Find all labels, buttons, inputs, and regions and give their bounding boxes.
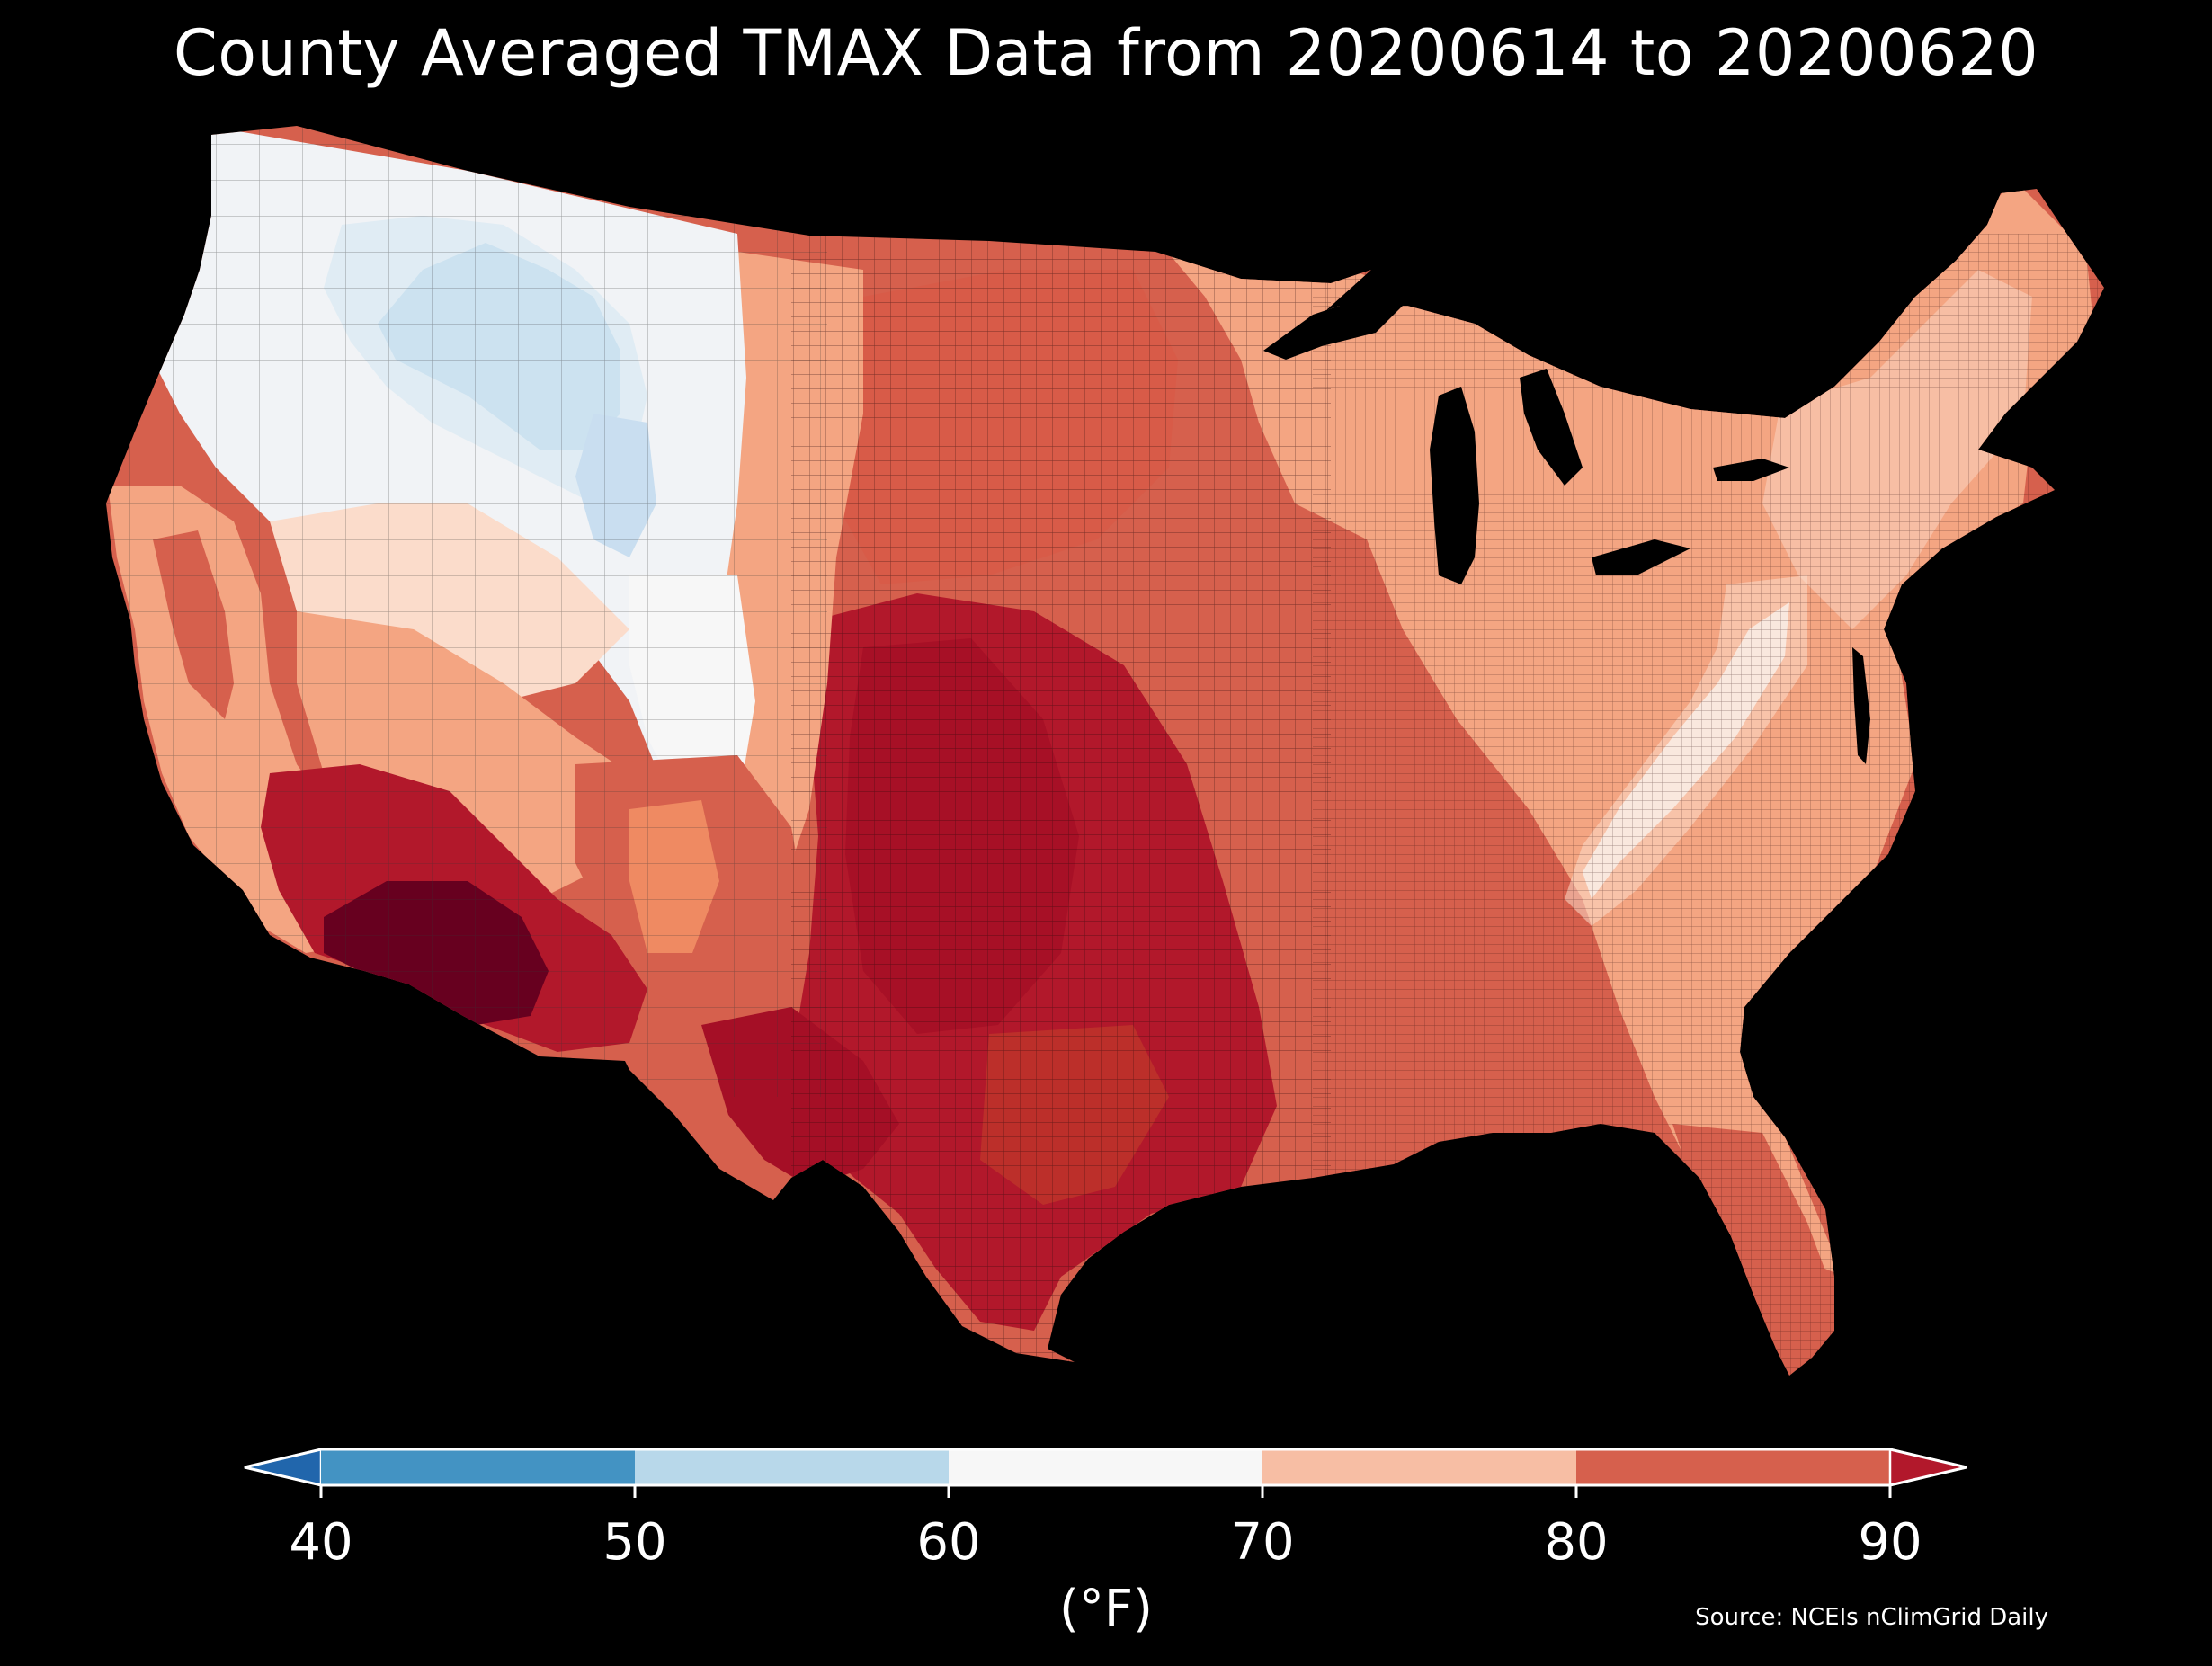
colorbar-tick-label: 70 — [1230, 1513, 1294, 1572]
great-lakes — [1263, 297, 1870, 764]
colorbar-tick-label: 80 — [1544, 1513, 1608, 1572]
chesapeake-bay — [1852, 647, 1870, 764]
colorbar-extend-low — [244, 1448, 323, 1487]
colorbar-bin-50-60 — [635, 1449, 949, 1485]
colorbar: 40 50 60 70 80 90 (°F) — [244, 1448, 1967, 1638]
colorbar-tick-label: 50 — [602, 1513, 666, 1572]
colorbar-bin-80-90 — [1576, 1449, 1890, 1485]
county-lines-east — [1313, 234, 2104, 1376]
lake-erie — [1592, 539, 1690, 575]
lake-superior — [1263, 297, 1403, 360]
colorbar-units-label: (°F) — [1059, 1580, 1153, 1638]
colorbar-bin-70-80 — [1262, 1449, 1576, 1485]
colorbar-tick-label: 60 — [916, 1513, 980, 1572]
source-note: Source: NCEIs nClimGrid Daily — [1695, 1604, 2048, 1631]
colorbar-bin-40-50 — [321, 1449, 635, 1485]
county-lines-plains — [791, 234, 1331, 1376]
lake-michigan — [1430, 387, 1479, 584]
county-lines-west — [106, 126, 827, 1097]
map-title: County Averaged TMAX Data from 20200614 … — [173, 16, 2039, 90]
colorbar-extend-high — [1888, 1448, 1967, 1487]
colorbar-tick-label: 40 — [289, 1513, 352, 1572]
colorbar-bin-60-70 — [949, 1449, 1262, 1485]
lake-huron — [1520, 369, 1583, 486]
lake-ontario — [1713, 459, 1789, 481]
colorbar-tick-label: 90 — [1858, 1513, 1922, 1572]
